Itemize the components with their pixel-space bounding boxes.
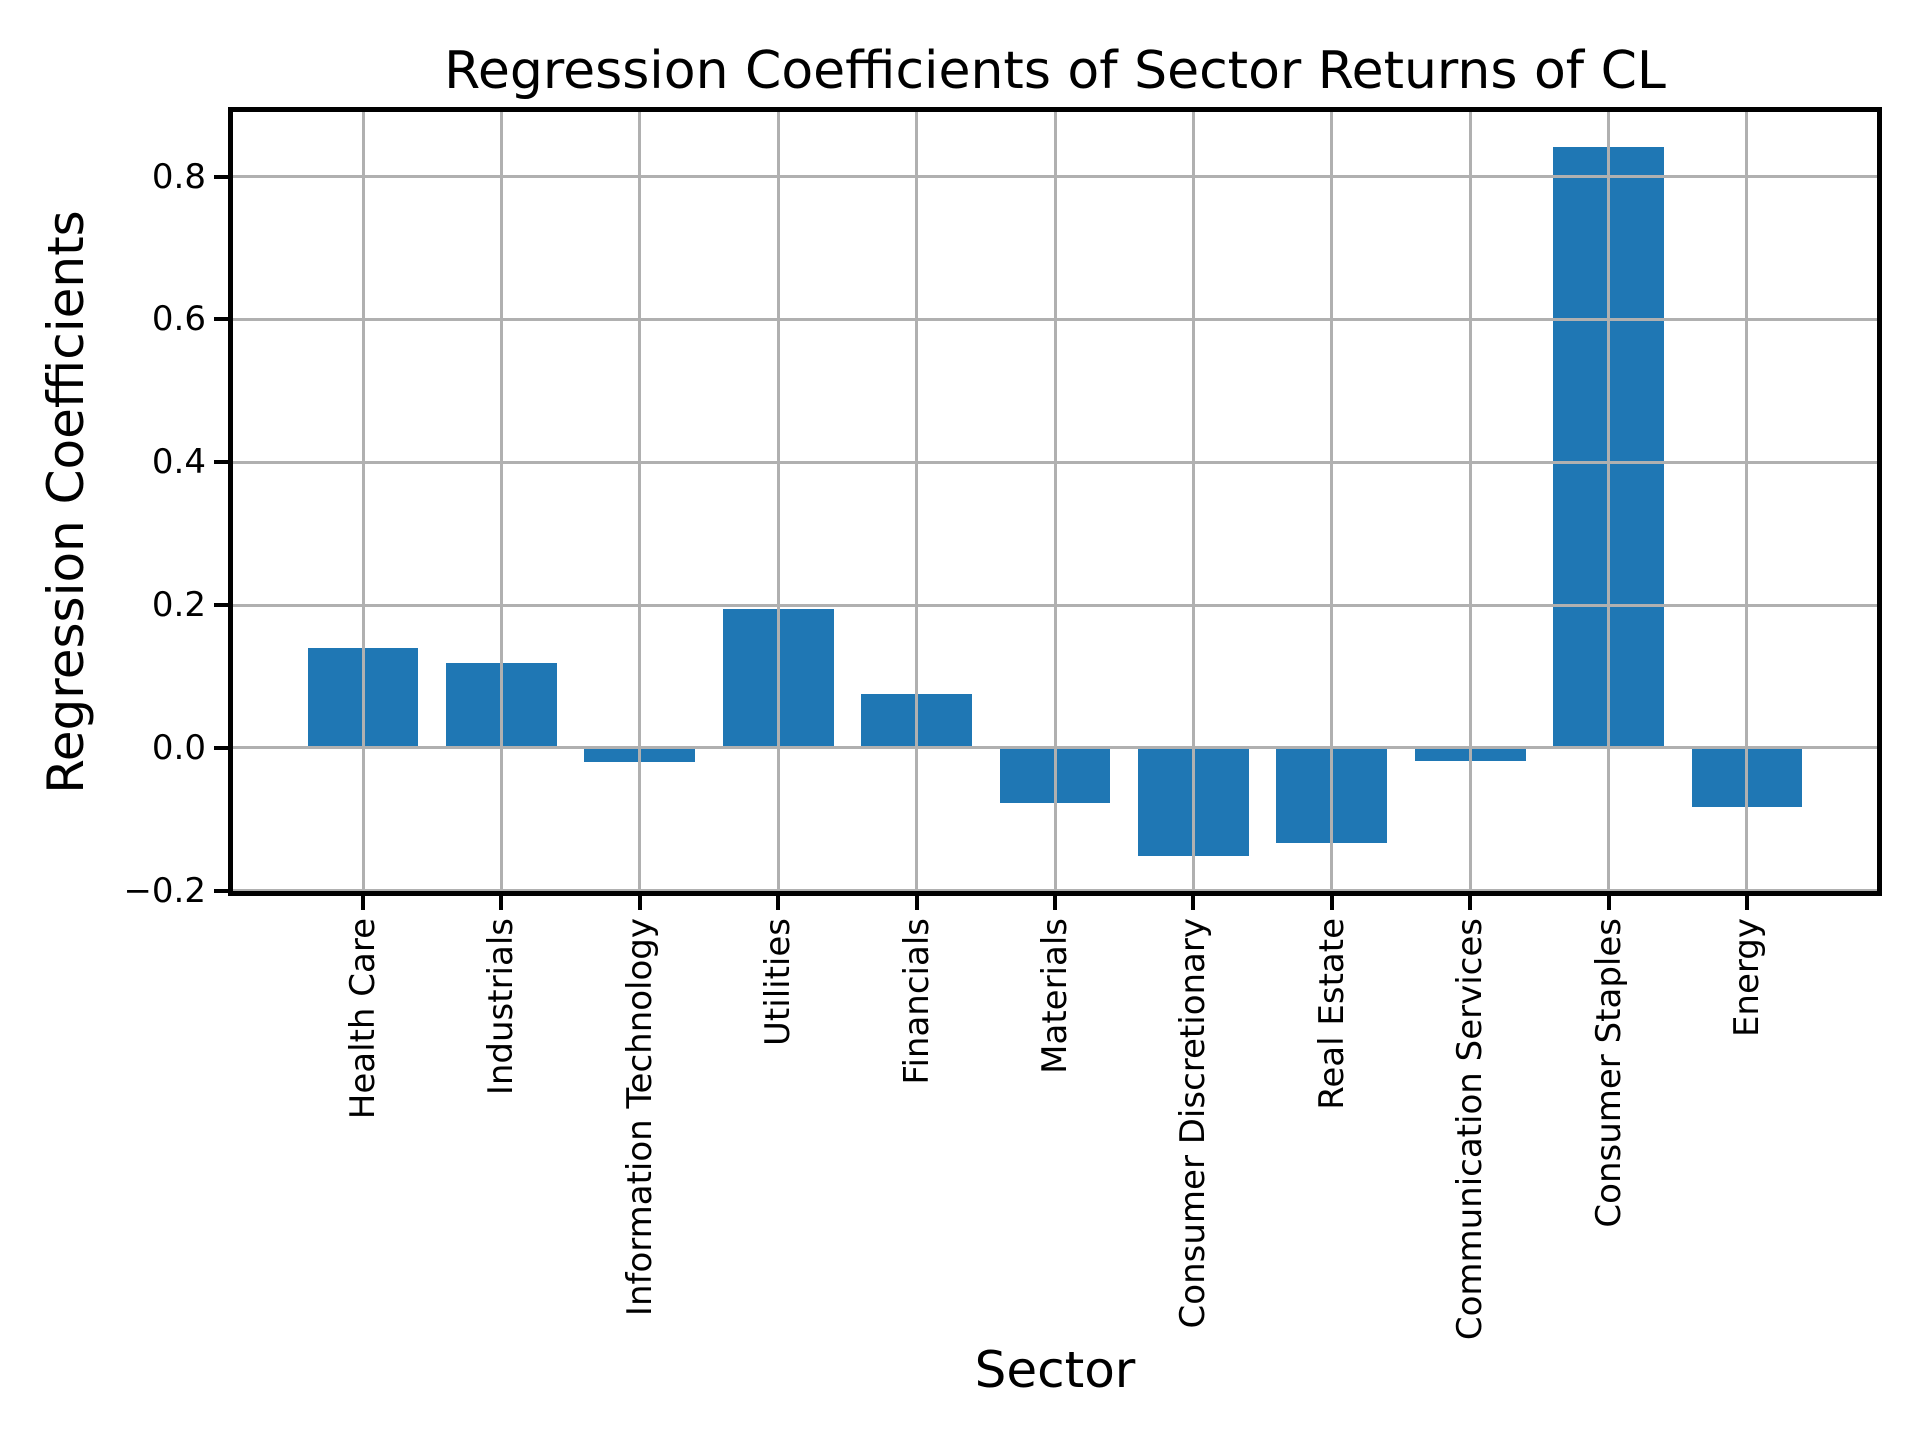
gridline-x-1 [361, 112, 365, 891]
gridline-x-9 [1468, 112, 1472, 891]
gridline-x-7 [1191, 112, 1195, 891]
y-tick-label-0.8: 0.8 [151, 156, 206, 197]
y-tick-0 [214, 745, 228, 750]
gridline-x-3 [638, 112, 642, 891]
gridline-x-5 [915, 112, 919, 891]
x-tick-label-health-care: Health Care [343, 918, 384, 1120]
x-tick-label-consumer-staples: Consumer Staples [1588, 918, 1629, 1228]
x-tick-label-materials: Materials [1035, 918, 1075, 1074]
plot-area [228, 107, 1882, 896]
x-tick-label-consumer-discretionary: Consumer Discretionary [1173, 918, 1214, 1329]
gridline-x-2 [499, 112, 503, 891]
x-tick-10 [1606, 896, 1611, 910]
y-tick-0.8 [214, 174, 228, 179]
y-tick-label-0: 0.0 [151, 727, 206, 768]
y-tick-label-0.6: 0.6 [151, 299, 206, 340]
x-tick-label-information-technology: Information Technology [619, 918, 660, 1317]
x-tick-5 [914, 896, 919, 910]
x-tick-label-energy: Energy [1726, 918, 1767, 1038]
y-axis-label: Regression Coefficients [37, 210, 95, 794]
x-tick-6 [1053, 896, 1057, 910]
y-tick-label--0.2: −0.2 [123, 870, 206, 911]
x-tick-label-communication-services: Communication Services [1450, 918, 1491, 1341]
gridline-x-6 [1053, 112, 1057, 891]
gridline-x-10 [1607, 112, 1611, 891]
gridline-x-8 [1330, 112, 1334, 891]
y-tick-0.2 [214, 603, 228, 607]
x-tick-7 [1191, 896, 1196, 910]
y-tick-label-0.2: 0.2 [151, 585, 206, 625]
x-axis-label: Sector [974, 1341, 1136, 1399]
x-tick-4 [776, 896, 781, 910]
gridline-x-11 [1745, 112, 1749, 891]
x-tick-3 [637, 896, 642, 910]
y-tick-label-0.4: 0.4 [151, 442, 206, 483]
x-tick-11 [1744, 896, 1749, 910]
y-tick--0.2 [214, 888, 228, 893]
chart-title: Regression Coefficients of Sector Return… [444, 41, 1666, 101]
x-tick-8 [1329, 896, 1334, 910]
x-tick-2 [499, 896, 504, 910]
x-tick-label-utilities: Utilities [758, 918, 799, 1046]
x-tick-1 [361, 896, 366, 910]
x-tick-9 [1468, 896, 1473, 910]
y-tick-0.4 [214, 460, 228, 465]
y-tick-0.6 [214, 317, 228, 322]
x-tick-label-real-estate: Real Estate [1311, 918, 1352, 1110]
x-tick-label-industrials: Industrials [481, 918, 522, 1096]
gridline-x-4 [776, 112, 780, 891]
x-tick-label-financials: Financials [896, 918, 937, 1085]
